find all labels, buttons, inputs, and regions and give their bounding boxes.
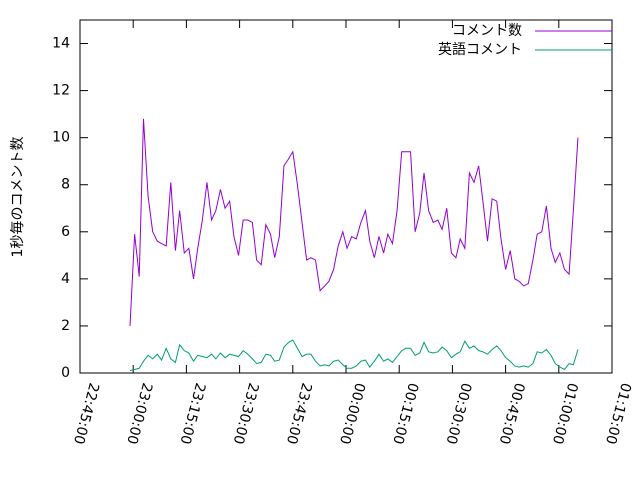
x-tick-label: 00:45:00	[496, 381, 528, 446]
y-tick-label: 14	[52, 36, 70, 52]
x-tick-label: 23:30:00	[230, 381, 262, 446]
x-tick-label: 23:15:00	[176, 381, 208, 446]
x-tick-label: 22:45:00	[70, 381, 102, 446]
legend-label: コメント数	[452, 23, 522, 39]
y-tick-label: 4	[61, 271, 70, 287]
y-tick-label: 8	[61, 177, 70, 193]
x-tick-label: 00:00:00	[336, 381, 368, 446]
x-tick-label: 00:30:00	[442, 381, 474, 446]
y-tick-label: 6	[61, 224, 70, 240]
y-axis-label: 1秒毎のコメント数	[10, 137, 26, 258]
y-tick-label: 10	[52, 130, 70, 146]
y-tick-label: 0	[61, 365, 70, 381]
plot-border	[79, 19, 613, 374]
y-tick-label: 2	[61, 318, 70, 334]
line-series	[129, 118, 579, 326]
x-tick-label: 01:00:00	[549, 381, 581, 446]
legend-label: 英語コメント	[438, 41, 522, 58]
y-tick-label: 12	[52, 83, 70, 99]
x-tick-label: 00:15:00	[389, 381, 421, 446]
x-tick-label: 23:45:00	[283, 381, 315, 446]
x-tick-label: 01:15:00	[602, 381, 634, 446]
x-tick-label: 23:00:00	[123, 381, 155, 446]
line-series	[129, 339, 579, 372]
